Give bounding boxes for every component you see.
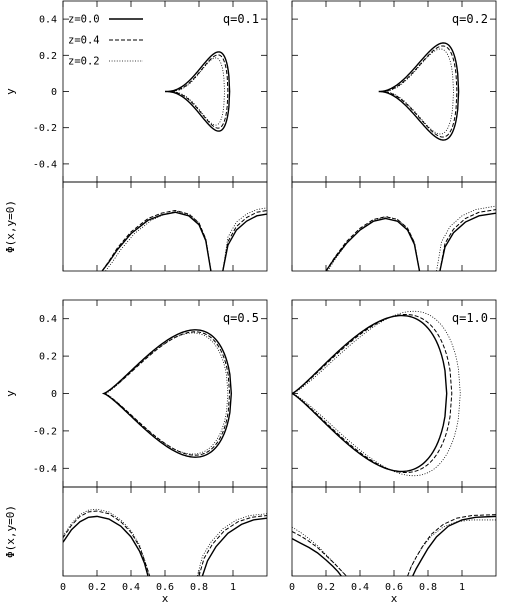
panel-3-upper: -0.4 -0.2 0 0.2 0.4 y q=0.5 <box>4 299 268 488</box>
lobe-z=0.0 <box>101 329 233 458</box>
q-label: q=0.5 <box>223 311 259 325</box>
lobe-z=0.2 <box>168 57 225 126</box>
y-axis-label: y <box>4 390 17 397</box>
panel-4-upper: q=1.0 <box>291 299 497 488</box>
potential-z=0.0 <box>292 515 496 576</box>
y-tick-label: 0.4 <box>39 15 57 26</box>
panel-frame <box>291 0 497 183</box>
potential-z=0.4 <box>292 514 496 576</box>
lobe-z=0.0 <box>165 51 231 132</box>
x-tick-label: 1 <box>459 582 465 593</box>
lobe-z=0.4 <box>292 313 453 474</box>
panel-frame <box>62 486 268 577</box>
panel-2-upper: q=0.2 <box>291 0 497 183</box>
q-label: q=0.1 <box>223 12 259 26</box>
y-tick-label: -0.4 <box>33 159 57 170</box>
y-tick-label: 0.4 <box>39 314 57 325</box>
potential-z=0.4 <box>63 510 267 576</box>
panel-2-lower <box>291 181 497 272</box>
legend-label: z=0.4 <box>68 35 100 47</box>
lobe-z=0.4 <box>380 45 458 138</box>
y-tick-label: 0.2 <box>39 51 57 62</box>
panel-frame <box>62 181 268 272</box>
q-label: q=0.2 <box>452 12 488 26</box>
x-tick-label: 0 <box>289 582 295 593</box>
y-tick-label: 0 <box>51 87 57 98</box>
potential-z=0.4 <box>101 209 267 271</box>
panel-1-lower: Φ(x,y=0) <box>4 181 268 272</box>
lobe-z=0.2 <box>382 48 454 135</box>
y-tick-label: -0.2 <box>33 123 57 134</box>
x-axis-label: x <box>162 592 169 604</box>
x-tick-label: 1 <box>230 582 236 593</box>
potential-axis-label: Φ(x,y=0) <box>4 505 17 558</box>
potential-z=0.2 <box>292 519 496 576</box>
y-tick-label: -0.2 <box>33 426 57 437</box>
x-axis-label: x <box>391 592 398 604</box>
lobe-z=0.4 <box>166 54 229 129</box>
panel-1-upper: -0.4 -0.2 0 0.2 0.4 y q=0.1 z=0.0 z=0.4 z=0.2 <box>4 0 268 183</box>
legend-label: z=0.0 <box>68 14 100 26</box>
panel-frame <box>62 299 268 488</box>
panel-frame <box>291 181 497 272</box>
panel-frame <box>291 486 497 577</box>
potential-z=0.0 <box>101 211 267 271</box>
x-tick-label: 0.6 <box>385 582 403 593</box>
x-tick-label: 0.2 <box>317 582 335 593</box>
x-tick-label: 0.4 <box>351 582 369 593</box>
potential-z=0.4 <box>325 209 496 271</box>
y-axis-label: y <box>4 88 17 95</box>
x-tick-label: 0.4 <box>122 582 140 593</box>
x-tick-label: 0 <box>60 582 66 593</box>
potential-z=0.2 <box>105 207 267 271</box>
panel-3-lower: 0 0.2 0.4 0.6 0.8 1 x Φ(x,y=0) <box>4 486 268 604</box>
potential-z=0.0 <box>325 212 496 271</box>
y-tick-label: 0.2 <box>39 352 57 363</box>
x-tick-label: 0.2 <box>88 582 106 593</box>
potential-axis-label: Φ(x,y=0) <box>4 200 17 253</box>
x-tick-label: 0.8 <box>190 582 208 593</box>
y-tick-label: 0 <box>51 389 57 400</box>
potential-z=0.2 <box>63 508 267 576</box>
panel-frame <box>291 299 497 488</box>
potential-z=0.0 <box>63 515 267 576</box>
x-tick-label: 0.6 <box>156 582 174 593</box>
panel-4-lower: 0 0.2 0.4 0.6 0.8 1 x <box>289 486 497 604</box>
lobe-z=0.0 <box>378 42 460 141</box>
lobe-z=0.2 <box>104 332 229 455</box>
lobe-z=0.2 <box>292 310 461 477</box>
x-tick-label: 0.8 <box>419 582 437 593</box>
legend-label: z=0.2 <box>68 56 100 68</box>
potential-z=0.2 <box>327 205 496 271</box>
lobe-z=0.4 <box>102 331 231 456</box>
y-tick-label: -0.4 <box>33 464 57 475</box>
q-label: q=1.0 <box>452 311 488 325</box>
lobe-z=0.0 <box>292 314 448 473</box>
